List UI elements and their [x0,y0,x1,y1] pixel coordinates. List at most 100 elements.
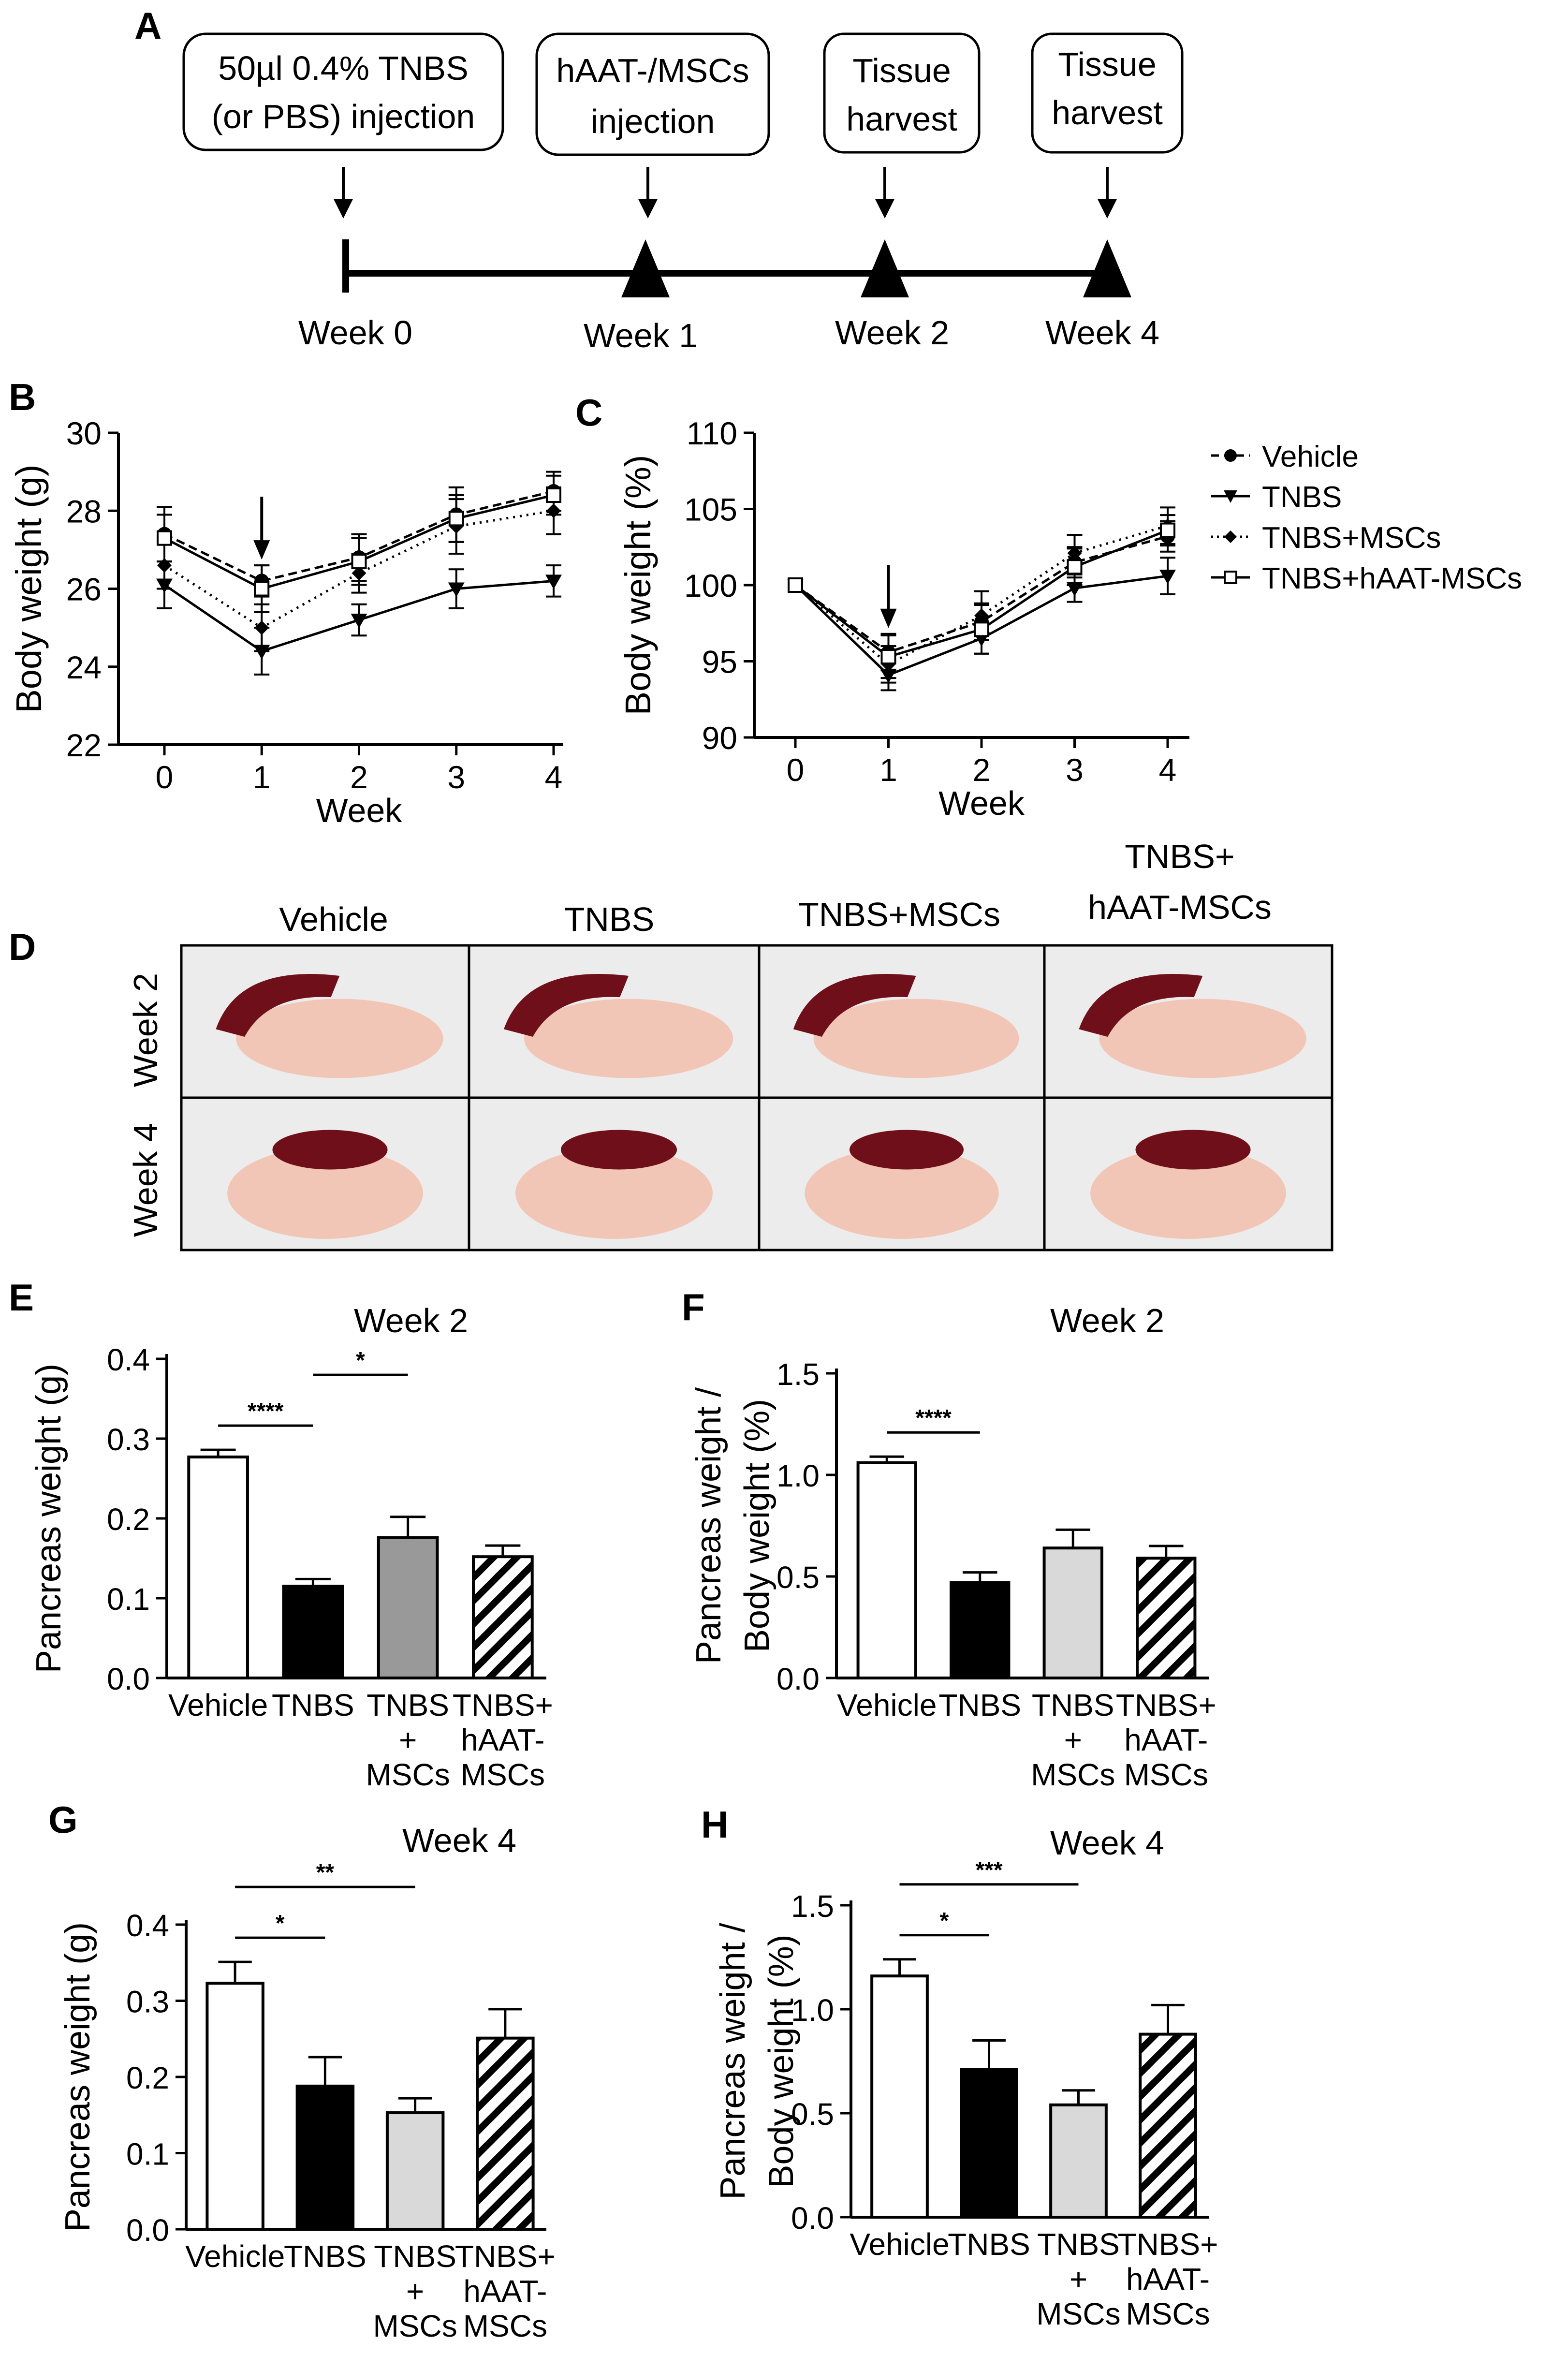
x-category-label: MSCs [1124,1757,1208,1792]
x-category-label: MSCs [1126,2296,1210,2331]
y-tick-label: 1.5 [777,1357,820,1392]
x-category-label: + [1064,1722,1082,1757]
bar-3 [1136,1557,1197,1679]
x-category-label: MSCs [366,1757,450,1792]
bar-1 [282,1585,344,1679]
bar-0 [870,1974,929,2219]
timeline-box-3 [823,32,981,154]
spleen-tissue [1079,974,1203,1037]
timeline-week2: Week 2 [835,314,949,352]
spleen-tissue [216,974,340,1037]
legend-item-tnbs-mscs: TNBS+MSCs [1211,521,1441,555]
bar-3 [476,2036,535,2231]
data-point [1160,522,1175,538]
timeline-box-1 [182,32,504,151]
data-point [448,582,465,597]
y-tick-label: 1.0 [791,1993,834,2028]
bar-1 [960,2068,1018,2219]
x-category-label: hAAT- [463,2274,547,2309]
panel-letter-b: B [9,376,36,418]
y-tick-label: 100 [684,568,737,603]
panel-letter-a: A [134,4,161,47]
y-tick-label: 28 [66,493,102,529]
y-axis-title: Pancreas weight (g) [59,1922,97,2232]
y-axis-title-line2: Body weight (%) [762,1934,801,2188]
pancreas-tissue [236,999,443,1078]
timeline-week4: Week 4 [1045,314,1159,352]
x-category-label: hAAT- [1126,2262,1210,2296]
pancreas-tissue [515,1148,713,1239]
x-category-label: MSCs [1031,1757,1115,1792]
x-tick-label: 2 [350,759,368,795]
y-tick-label: 0.5 [777,1560,820,1595]
y-tick-label: 0.3 [126,1985,169,2019]
spleen-tissue [793,974,916,1037]
pancreas-ratio-week4-chart: Week 4 0.0 0.5 1.0 1.5 Pancreas weight / Body … [714,1824,1218,2331]
y-axis-title-line2: Body weight (%) [738,1399,777,1652]
y-tick-label: 30 [66,415,102,451]
y-tick-label: 0.0 [777,1662,820,1696]
legend: Vehicle TNBS TNBS+MSCs TNBS+hAAT-MSCs [1211,440,1522,595]
y-axis-title: Pancreas weight (g) [29,1364,68,1673]
timeline-marker-week1 [621,239,670,297]
pancreas-weight-week4-chart: Week 4 0.0 0.1 0.2 0.3 0.4 Pancreas weight (g)… [59,1822,556,2343]
data-point [254,581,270,597]
x-category-label: TNBS+ [1116,1688,1216,1722]
x-tick-label: 4 [1159,752,1177,788]
legend-item-tnbs: TNBS [1211,481,1342,514]
spleen-tissue [504,974,629,1037]
timeline-box-4-line2: harvest [1052,94,1163,132]
x-category-label: MSCs [373,2309,457,2343]
y-tick-label: 24 [66,649,102,685]
bar-0 [205,1982,264,2231]
x-category-label: TNBS [272,1688,354,1722]
y-tick-label: 0.0 [791,2201,834,2236]
bar-1 [295,2084,355,2231]
significance-label: **** [248,1398,284,1424]
x-category-label: TNBS [284,2239,366,2274]
pancreas-tissue [227,1148,423,1239]
legend-label-tnbs: TNBS [1262,481,1342,514]
x-tick-label: 3 [1066,752,1084,788]
y-tick-label: 1.0 [777,1458,820,1493]
x-category-label: + [399,1722,417,1757]
y-tick-label: 0.3 [107,1422,150,1457]
x-tick-label: 1 [879,752,897,788]
chart-title: Week 4 [402,1822,516,1859]
timeline-box-2 [535,32,770,156]
timeline-marker-week2 [861,239,909,297]
x-category-label: MSCs [1036,2296,1120,2331]
x-tick-label: 2 [973,752,991,788]
series-line-2 [794,524,1168,666]
data-point [545,574,562,589]
panel-d: D Vehicle TNBS TNBS+MSCs TNBS+ hAAT-MSCs… [9,838,1334,1251]
data-point [448,511,464,527]
x-tick-label: 3 [447,759,465,795]
y-tick-label: 0.0 [126,2213,169,2248]
week1-arrowhead [253,540,270,560]
panel-letter-h: H [701,1803,728,1846]
timeline-box-2-line2: injection [591,103,715,140]
bar-2 [1042,1546,1103,1679]
photo-col-tnbs-mscs: TNBS+MSCs [798,896,1000,933]
x-tick-label: 4 [545,759,563,795]
photo-row-week4: Week 4 [127,1123,164,1237]
arrowhead-week1 [638,199,658,219]
y-tick-label: 1.5 [791,1889,834,1924]
significance-label: *** [975,1857,1002,1883]
chart-title: Week 4 [1050,1824,1164,1862]
x-category-label: TNBS [938,1688,1021,1722]
data-point [1159,570,1176,585]
y-axis-title: Body weight (%) [618,455,658,716]
y-tick-label: 0.5 [791,2097,834,2132]
timeline-box-3-line1: Tissue [852,52,951,89]
y-tick-label: 110 [687,415,737,451]
bar-0 [187,1455,249,1679]
significance-label: ** [316,1860,335,1885]
timeline-week1: Week 1 [584,317,698,354]
panel-letter-e: E [9,1276,34,1319]
spleen-tissue [272,1130,388,1170]
x-axis-title: Week [316,792,403,829]
pancreas-tissue [1090,1148,1286,1239]
